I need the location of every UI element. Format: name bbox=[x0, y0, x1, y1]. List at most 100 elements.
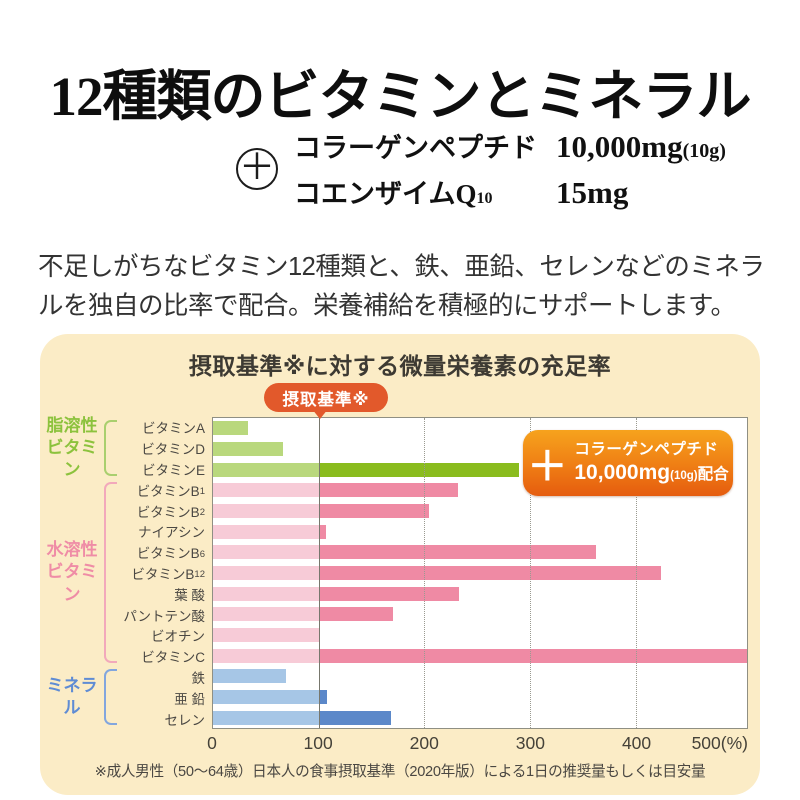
additions-block: ＋ コラーゲンペプチド 10,000mg(10g) コエンザイムQ10 15mg bbox=[236, 126, 726, 211]
bar-row bbox=[213, 707, 747, 728]
bar-row bbox=[213, 645, 747, 666]
bar-base-segment bbox=[213, 462, 319, 477]
bar-row bbox=[213, 583, 747, 604]
group-bracket bbox=[104, 666, 124, 728]
bar-row bbox=[213, 563, 747, 584]
bar-over-segment bbox=[318, 504, 429, 519]
bar-row bbox=[213, 501, 747, 522]
addition-name: コラーゲンペプチド bbox=[294, 133, 537, 163]
row-labels-column: ビタミンA ビタミンD ビタミンE ビタミンB 1 ビタミンB 2 ナイアシンビタミンB 6 ビタ… bbox=[123, 417, 212, 729]
group-bracket bbox=[104, 417, 124, 479]
plus-circle-icon: ＋ bbox=[236, 147, 278, 190]
additions-list: コラーゲンペプチド 10,000mg(10g) コエンザイムQ10 15mg bbox=[294, 126, 726, 211]
overlay-plus-icon: ＋ bbox=[527, 445, 568, 489]
plot-area: ＋ コラーゲンペプチド 10,000mg(10g)配合 bbox=[212, 417, 748, 729]
gridline bbox=[635, 418, 637, 728]
bar-row bbox=[213, 439, 747, 460]
addition-row: コラーゲンペプチド 10,000mg(10g) bbox=[294, 126, 726, 165]
row-label: ビタミンD bbox=[141, 442, 205, 458]
bar-over-segment bbox=[318, 586, 460, 601]
row-label: ビタミンB 12 bbox=[131, 566, 205, 582]
bar-base-segment bbox=[213, 524, 319, 539]
x-tick-label: 300 bbox=[515, 733, 546, 753]
addition-row: コエンザイムQ10 15mg bbox=[294, 172, 726, 211]
bar-base-segment bbox=[213, 648, 319, 663]
row-label: ビタミンE bbox=[141, 462, 205, 478]
bar-base-segment bbox=[213, 504, 319, 519]
group-label: 水溶性 ビタミン bbox=[46, 540, 98, 604]
bar-row bbox=[213, 666, 747, 687]
chart-card: 摂取基準※に対する微量栄養素の充足率 摂取基準※ 脂溶性 ビタミン 水溶性 ビタミ… bbox=[40, 334, 760, 795]
bar-base-segment bbox=[213, 586, 319, 601]
row-label: ビタミンB 2 bbox=[136, 504, 205, 520]
bar-chart: 脂溶性 ビタミン 水溶性 ビタミン ミネラル ビタミンA ビタミンD ビタミンE ビタミン… bbox=[40, 415, 760, 729]
bar-row bbox=[213, 687, 747, 708]
bar-row bbox=[213, 480, 747, 501]
x-tick-label: 100 bbox=[303, 733, 333, 753]
row-label: ビタミンC bbox=[141, 650, 205, 666]
bar-base-segment bbox=[213, 421, 248, 436]
group-brackets-column bbox=[104, 417, 124, 729]
x-tick-label: 400 bbox=[621, 733, 652, 753]
bar-base-segment bbox=[213, 690, 319, 705]
x-axis: 0 100 200 300 400 500(%) bbox=[207, 733, 748, 755]
bars-container bbox=[213, 418, 747, 728]
overlay-badge-text: コラーゲンペプチド 10,000mg(10g)配合 bbox=[574, 440, 728, 486]
bar-base-segment bbox=[213, 710, 319, 725]
bar-base-segment bbox=[213, 669, 286, 684]
bracket-icon bbox=[104, 482, 117, 663]
bar-row bbox=[213, 625, 747, 646]
group-bracket bbox=[104, 479, 124, 666]
x-tick-label: 200 bbox=[409, 733, 439, 753]
bar-over-segment bbox=[318, 690, 328, 705]
reference-standard-badge: 摂取基準※ bbox=[264, 383, 388, 419]
page-title: 12種類のビタミンとミネラル bbox=[49, 65, 751, 127]
group-label: 脂溶性 ビタミン bbox=[46, 415, 98, 480]
reference-gridline bbox=[318, 418, 320, 728]
bar-base-segment bbox=[213, 442, 283, 456]
row-label: 亜 鉛 bbox=[174, 691, 205, 707]
gridline bbox=[530, 418, 532, 728]
chart-footnote: ※成人男性（50～64歳）日本人の食事摂取基準（2020年版）による1日の推奨量… bbox=[94, 764, 706, 780]
bar-row bbox=[213, 521, 747, 542]
addition-amount: 10,000mg(10g) bbox=[556, 129, 726, 164]
reference-badge-label: 摂取基準※ bbox=[282, 390, 370, 409]
bar-over-segment bbox=[318, 710, 391, 725]
row-label: パントテン酸 bbox=[123, 608, 205, 624]
bracket-icon bbox=[104, 668, 117, 725]
chart-title: 摂取基準※に対する微量栄養素の充足率 bbox=[188, 353, 612, 379]
x-tick-label-max: 500(%) bbox=[691, 733, 748, 753]
bar-over-segment bbox=[318, 607, 393, 622]
addition-name: コエンザイムQ10 bbox=[294, 179, 493, 209]
lead-description: 不足しがちなビタミン12種類と、鉄、亜鉛、セレンなどのミネラ ルを独自の比率で配… bbox=[38, 252, 765, 321]
row-label: セレン bbox=[164, 712, 206, 728]
bar-row bbox=[213, 604, 747, 625]
bar-over-segment bbox=[318, 483, 459, 498]
row-label: 葉 酸 bbox=[174, 587, 205, 603]
bar-over-segment bbox=[318, 648, 747, 663]
addition-amount: 15mg bbox=[556, 175, 629, 210]
collagen-overlay-badge: ＋ コラーゲンペプチド 10,000mg(10g)配合 bbox=[523, 430, 733, 496]
row-label: ビタミンB 6 bbox=[136, 546, 205, 562]
row-label: ビオチン bbox=[151, 629, 205, 645]
overlay-badge-line1: コラーゲンペプチド bbox=[574, 441, 719, 459]
row-label: ビタミンA bbox=[141, 421, 205, 437]
bar-over-segment bbox=[318, 524, 327, 539]
bar-base-segment bbox=[213, 566, 319, 581]
bar-row bbox=[213, 542, 747, 563]
group-labels-column: 脂溶性 ビタミン 水溶性 ビタミン ミネラル bbox=[40, 415, 104, 729]
bar-base-segment bbox=[213, 628, 319, 643]
bar-row bbox=[213, 459, 747, 480]
bar-base-segment bbox=[213, 607, 319, 622]
row-label: ナイアシン bbox=[138, 525, 205, 541]
bar-over-segment bbox=[318, 462, 519, 477]
bar-base-segment bbox=[213, 545, 319, 560]
x-tick-label: 0 bbox=[207, 733, 217, 753]
bar-over-segment bbox=[318, 545, 596, 560]
overlay-badge-line2: 10,000mg(10g)配合 bbox=[574, 460, 729, 484]
bar-base-segment bbox=[213, 483, 319, 498]
bar-row bbox=[213, 418, 747, 439]
row-label: ビタミンB 1 bbox=[136, 483, 205, 499]
badge-pointer-icon bbox=[312, 409, 328, 419]
gridline bbox=[424, 418, 426, 728]
